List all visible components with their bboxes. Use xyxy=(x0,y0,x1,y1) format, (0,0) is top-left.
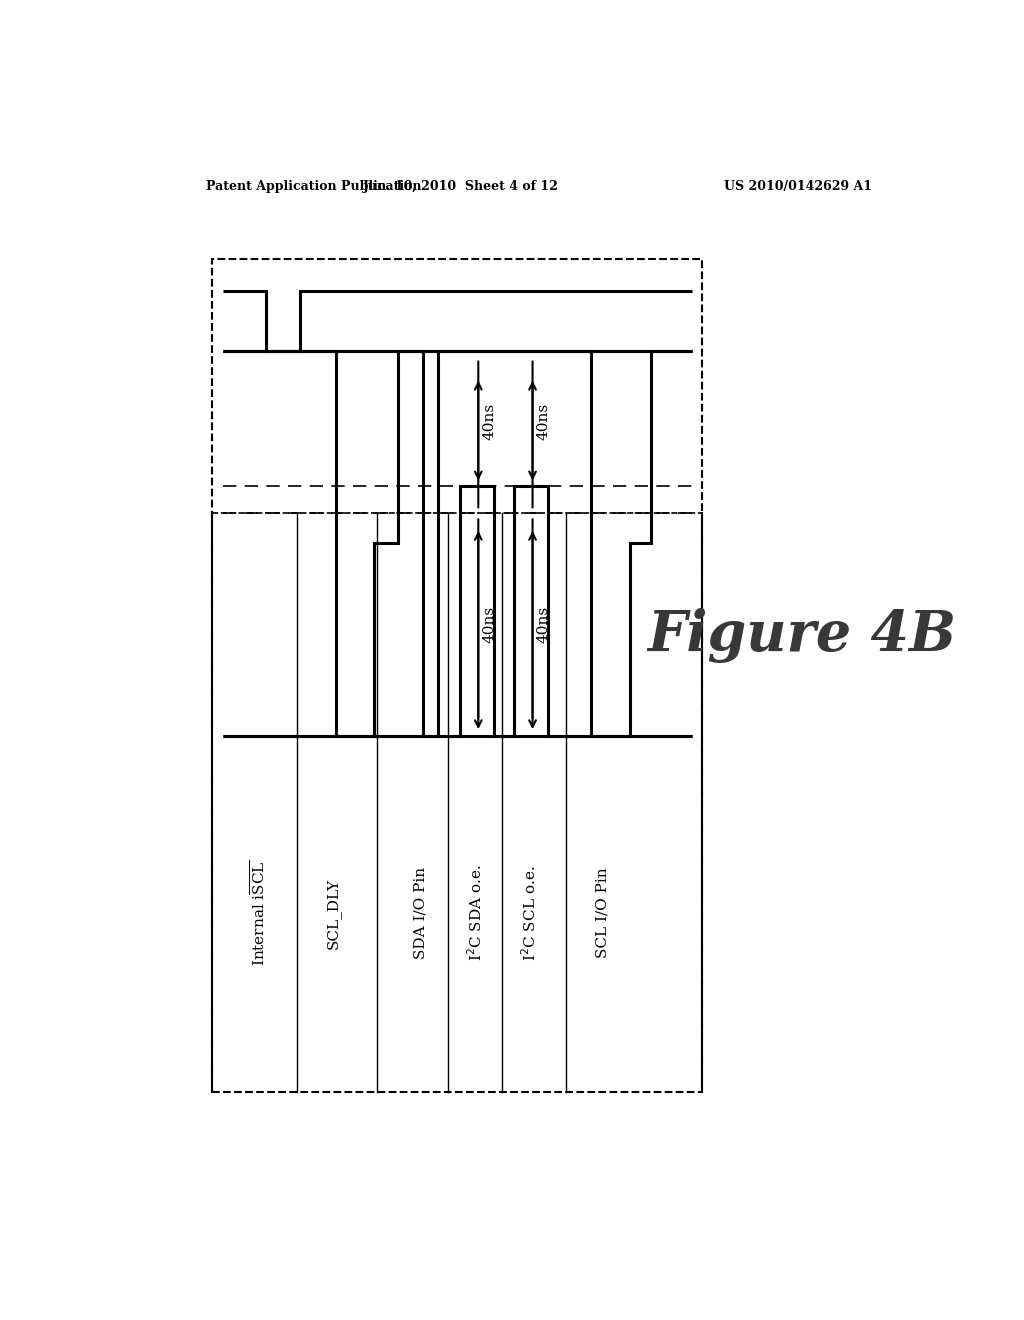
Text: Jun. 10, 2010  Sheet 4 of 12: Jun. 10, 2010 Sheet 4 of 12 xyxy=(364,181,559,194)
Text: 40ns: 40ns xyxy=(482,403,497,440)
Text: US 2010/0142629 A1: US 2010/0142629 A1 xyxy=(724,181,872,194)
Text: 40ns: 40ns xyxy=(537,403,551,440)
Text: 40ns: 40ns xyxy=(537,606,551,643)
Text: I$^2$C SCL o.e.: I$^2$C SCL o.e. xyxy=(520,866,539,961)
Text: SDA I/O Pin: SDA I/O Pin xyxy=(414,867,428,960)
Text: SCL I/O Pin: SCL I/O Pin xyxy=(595,867,609,958)
Text: Patent Application Publication: Patent Application Publication xyxy=(206,181,421,194)
Text: Figure 4B: Figure 4B xyxy=(648,609,956,664)
Text: I$^2$C SDA o.e.: I$^2$C SDA o.e. xyxy=(466,865,484,961)
Text: 40ns: 40ns xyxy=(482,606,497,643)
Text: SCL_DLY: SCL_DLY xyxy=(326,878,341,949)
Text: Internal i$\overline{\mathregular{SCL}}$: Internal i$\overline{\mathregular{SCL}}$ xyxy=(250,859,269,966)
